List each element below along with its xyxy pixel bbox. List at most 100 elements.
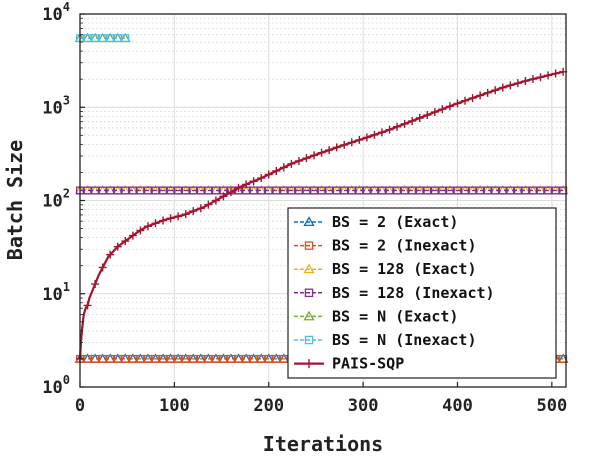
data-point [83,34,92,43]
data-point [302,186,311,195]
data-point [536,73,545,82]
data-point [226,354,236,363]
data-point [242,354,251,363]
data-point [506,186,515,195]
data-point [121,186,130,195]
data-point [536,186,545,195]
data-point [370,186,379,195]
data-point [166,186,175,195]
y-tick-label: 100 [42,373,70,398]
data-point [121,237,130,246]
data-point [355,135,364,144]
data-point [151,219,160,228]
data-point [174,354,183,363]
data-point [242,180,251,189]
y-tick-label: 102 [42,187,70,212]
x-tick-label: 100 [159,396,190,416]
data-point [226,188,235,197]
data-point [483,186,492,195]
data-point [377,128,386,137]
data-point [498,186,507,195]
data-point [113,186,122,195]
data-point [174,186,183,195]
data-point [287,186,296,195]
data-point [113,34,122,43]
data-point [304,241,314,250]
data-point [181,210,190,219]
data-point [279,354,288,363]
data-point [521,186,530,195]
data-point [91,34,100,43]
data-point [174,212,183,221]
data-point [317,186,326,195]
x-tick-label: 500 [536,396,567,416]
data-point [310,151,319,160]
data-point [438,186,447,195]
legend-item: BS = 128 (Exact) [294,260,477,278]
data-point [143,354,152,363]
data-point [461,186,470,195]
data-point [91,186,100,195]
data-point [189,354,198,363]
data-point [483,88,492,97]
data-point [136,186,145,195]
data-point [279,186,288,195]
y-tick-label: 101 [42,280,70,305]
data-point [408,186,417,195]
data-point [249,177,258,186]
data-point [234,354,243,363]
y-axis-label: Batch Size [3,140,27,260]
data-point [385,125,394,134]
data-point [294,156,303,165]
x-tick-label: 200 [253,396,284,416]
data-point [249,354,258,363]
data-point [294,186,303,195]
data-point [91,280,100,289]
legend-label: BS = 128 (Inexact) [332,284,495,302]
data-point [196,204,205,213]
data-point [355,186,364,195]
data-point [423,186,432,195]
legend: BS = 2 (Exact) BS = 2 (Inexact) BS = 128 (… [287,207,557,379]
data-point [287,159,296,168]
data-point [234,183,243,192]
data-point [257,354,266,363]
data-point [181,186,190,195]
data-point [551,69,560,78]
legend-item: PAIS-SQP [294,355,404,373]
data-point [491,86,500,95]
data-point [98,263,107,272]
data-point [159,216,168,225]
data-point [370,130,379,139]
data-point [264,170,273,179]
data-point [347,138,356,147]
data-point [83,301,92,310]
data-point [325,146,334,155]
data-point [325,186,334,195]
data-point [445,102,454,111]
data-point [347,186,356,195]
data-point [272,166,281,175]
data-point [544,186,553,195]
data-point [204,354,213,363]
data-point [128,354,137,363]
data-point [98,34,107,43]
data-point [159,354,168,363]
data-point [544,71,553,80]
legend-label: BS = 2 (Exact) [332,213,458,231]
data-point [279,163,288,172]
data-point [257,186,266,195]
data-point [453,99,462,108]
data-point [106,34,115,43]
data-point [415,113,424,122]
data-point [113,354,122,363]
data-point [98,354,107,363]
legend-item: BS = 2 (Inexact) [294,237,477,255]
data-point [151,354,160,363]
data-point [272,354,281,363]
data-point [400,119,409,128]
data-point [219,354,228,363]
x-tick-label: 0 [75,396,85,416]
data-point [513,79,522,88]
